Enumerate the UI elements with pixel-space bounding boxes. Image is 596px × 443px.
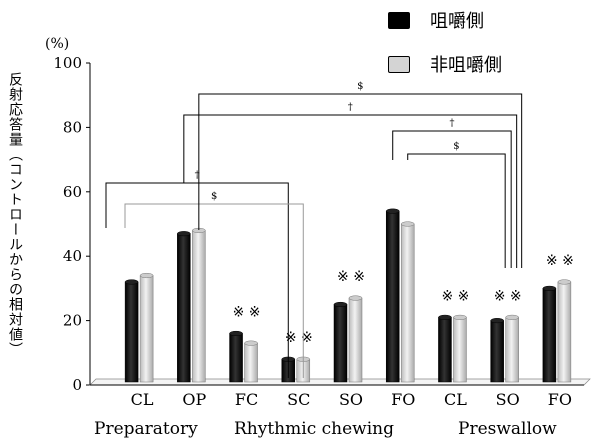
bar-cap [453,314,467,320]
comparison-label: $ [453,141,459,152]
bar-cap [438,314,452,320]
comparison-bracket [392,130,512,268]
x-tick-label: FO [391,390,415,409]
bar [438,317,452,383]
bar-cap [124,279,139,285]
bar [505,317,519,383]
legend-item-chewing-side: 咀嚼側 [388,8,502,32]
bar [490,320,504,383]
x-tick-label: OP [182,390,206,409]
bar-cap [333,301,348,308]
bar-cap [244,340,258,346]
bar [385,210,400,383]
comparison-label: † [449,118,454,129]
bar-cap [490,318,504,324]
group-label-preswallow: Preswallow [458,419,557,439]
bar [348,297,363,383]
comparison-bracket [407,153,506,268]
y-axis-title: 反射応答量（コントロールからの相対値） [7,72,23,357]
bar-cap [400,221,415,227]
bar [192,230,206,383]
legend-swatch-gray [388,55,410,73]
bar [177,233,191,383]
significance-marker: ※ ※ [337,269,365,285]
significance-marker: ※ ※ [441,288,469,304]
group-label-rhythmic-chewing: Rhythmic chewing [234,419,394,439]
comparison-bracket [183,114,518,268]
bar [542,288,557,383]
comparison-label: $ [357,81,363,92]
y-tick-label: 60 [63,183,82,201]
significance-marker: ※ ※ [285,330,313,346]
y-unit-label: (%) [45,36,70,52]
bar-cap [229,330,243,337]
legend: 咀嚼側 非咀嚼側 [388,8,502,96]
bar [400,223,415,383]
x-axis: CL OP FC SC SO FO CL SO FO [89,378,591,409]
significance-markers: ※ ※ ※ ※ ※ ※ ※ ※ ※ ※ ※ ※ [233,253,574,346]
comparison-bracket [105,182,289,378]
legend-swatch-black [388,11,410,29]
bar-cap [177,231,191,237]
significance-marker: ※ ※ [233,304,261,320]
bar [453,317,467,383]
comparison-bracket [124,203,304,378]
bar [139,275,154,383]
bar [229,333,243,383]
x-tick-label: CL [444,390,467,409]
group-label-preparatory: Preparatory [94,419,198,439]
bar-cap [139,272,154,279]
x-tick-label: SO [339,390,363,409]
x-tick-label: SO [496,390,520,409]
comparison-brackets: † $ $ † † $ [105,81,523,378]
y-tick-label: 0 [72,376,82,394]
y-tick-label: 20 [63,312,82,330]
comparison-bracket [198,93,523,268]
comparison-label: † [195,170,200,181]
bar [557,281,572,383]
comparison-label: † [348,102,353,113]
bars [124,208,572,383]
y-axis: 0 20 40 60 80 100 [53,54,91,394]
y-tick-label: 40 [63,247,82,265]
y-tick-label: 80 [63,118,82,136]
x-tick-label: FO [548,390,572,409]
bar-cap [348,295,363,301]
bar-cap [385,208,400,214]
x-tick-label: FC [235,390,258,409]
x-tick-label: CL [131,390,154,409]
legend-label: 咀嚼側 [430,11,484,32]
bar [333,304,348,383]
x-tick-label: SC [287,390,310,409]
legend-item-non-chewing-side: 非咀嚼側 [388,52,502,76]
bar-cap [542,285,557,291]
bar-cap [557,279,572,285]
bar [244,342,258,383]
significance-marker: ※ ※ [546,253,574,269]
comparison-label: $ [211,191,217,202]
bar-cap [505,314,519,320]
y-tick-label: 100 [53,54,82,72]
legend-label: 非咀嚼側 [430,55,502,76]
significance-marker: ※ ※ [494,288,522,304]
bar [124,281,139,383]
